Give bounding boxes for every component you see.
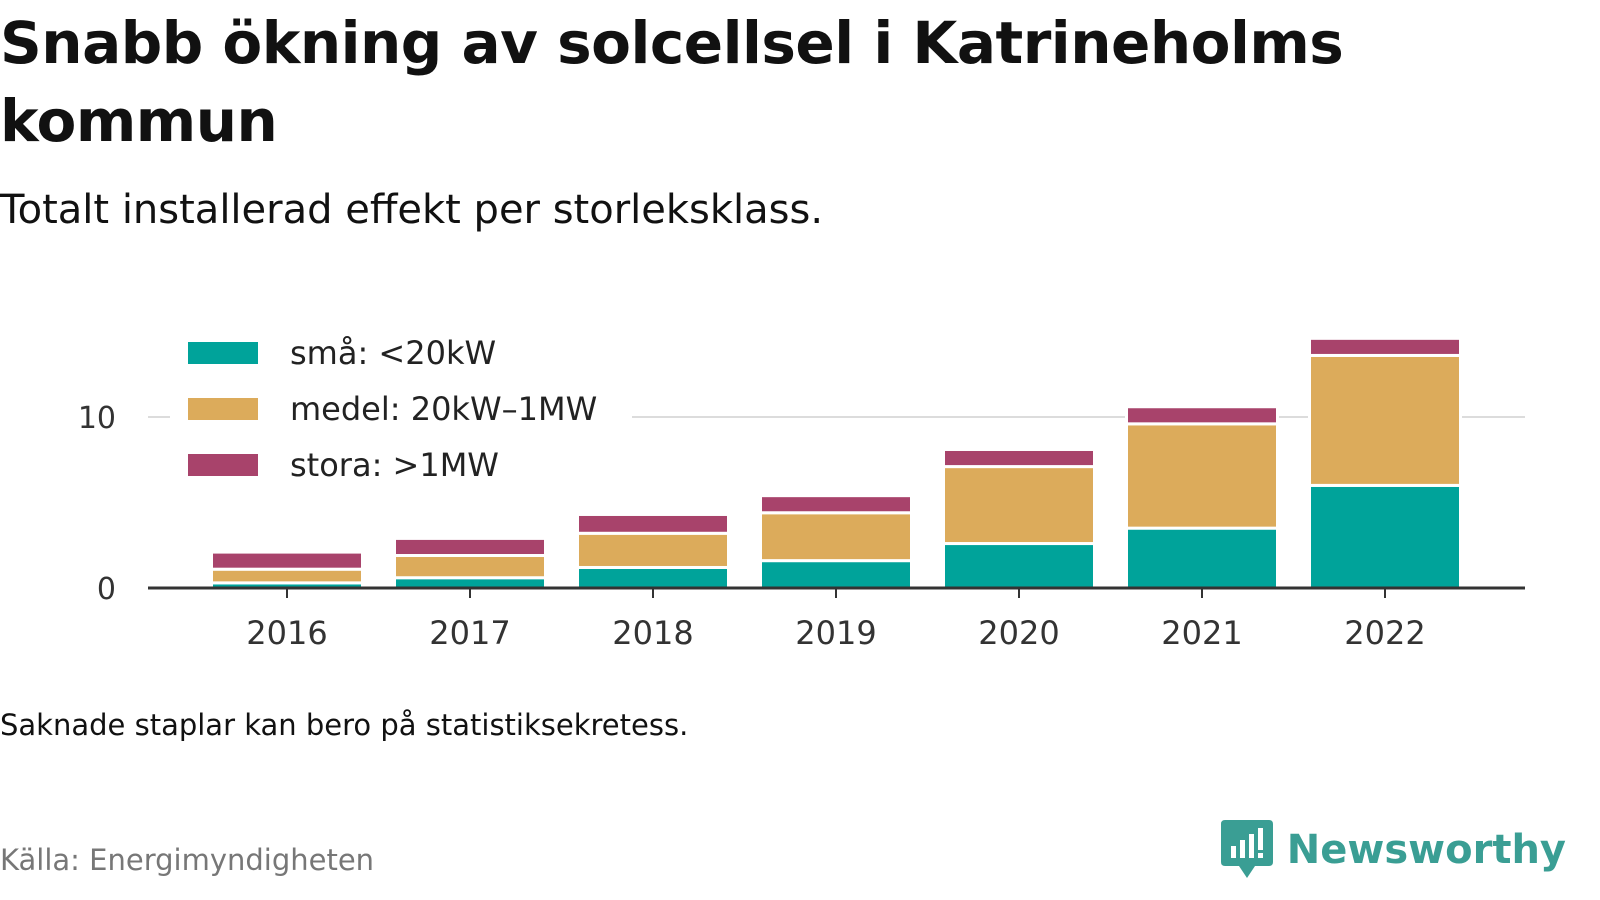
bar-segment-medel: [210, 567, 364, 585]
bar-segment-sma: [759, 559, 913, 590]
legend-label: medel: 20kW–1MW: [290, 390, 597, 428]
legend-swatch: [188, 342, 258, 364]
x-tick-label: 2018: [612, 614, 693, 652]
stacked-bar-chart: 0 10 2016 2017 2018 2019 2020 2021 2022 små: <20…: [78, 320, 1525, 652]
chart-subtitle: Totalt installerad effekt per storlekskl…: [0, 187, 824, 233]
x-tick-label: 2022: [1344, 614, 1425, 652]
bar-segment-sma: [393, 576, 547, 590]
legend-label: stora: >1MW: [290, 446, 499, 484]
bar-segment-medel: [1125, 422, 1279, 530]
axes: 0 10 2016 2017 2018 2019 2020 2021 2022: [78, 401, 1525, 652]
bar-segment-medel: [576, 531, 730, 569]
legend-label: små: <20kW: [290, 334, 496, 372]
x-tick-label: 2020: [978, 614, 1059, 652]
brand-name: Newsworthy: [1286, 827, 1566, 873]
brand-logo-lockup: Newsworthy: [1220, 820, 1566, 880]
bar-segment-stora: [576, 512, 730, 535]
x-tick-label: 2021: [1161, 614, 1242, 652]
bar-segment-sma: [1125, 526, 1279, 590]
y-tick-label: 0: [97, 572, 116, 607]
bar-segment-medel: [942, 465, 1096, 546]
bar-segment-sma: [1308, 483, 1462, 590]
bar-segment-stora: [1125, 405, 1279, 426]
chart-title: Snabb ökning av solcellsel i Katrineholm…: [0, 9, 1344, 155]
bar-segment-stora: [942, 447, 1096, 469]
bar-segment-medel: [759, 511, 913, 563]
bar-segment-sma: [942, 542, 1096, 590]
x-tick-label: 2019: [795, 614, 876, 652]
x-tick-label: 2017: [429, 614, 510, 652]
bar-segment-stora: [1308, 336, 1462, 357]
chart-speech-bubble-icon: [1220, 820, 1273, 878]
bar-segment-medel: [1308, 353, 1462, 487]
bar-segment-medel: [393, 554, 547, 580]
legend-swatch: [188, 454, 258, 476]
legend: små: <20kW medel: 20kW–1MW stora: >1MW: [170, 320, 632, 500]
bar-segment-stora: [393, 536, 547, 558]
bar-segment-stora: [759, 494, 913, 515]
footnote: Saknade staplar kan bero på statistiksek…: [0, 708, 689, 742]
legend-swatch: [188, 398, 258, 420]
bars: [210, 336, 1462, 590]
source-credit: Källa: Energimyndigheten: [0, 843, 375, 877]
x-tick-label: 2016: [246, 614, 327, 652]
bar-segment-sma: [576, 565, 730, 590]
y-tick-label: 10: [78, 401, 116, 436]
bar-segment-stora: [210, 550, 364, 571]
